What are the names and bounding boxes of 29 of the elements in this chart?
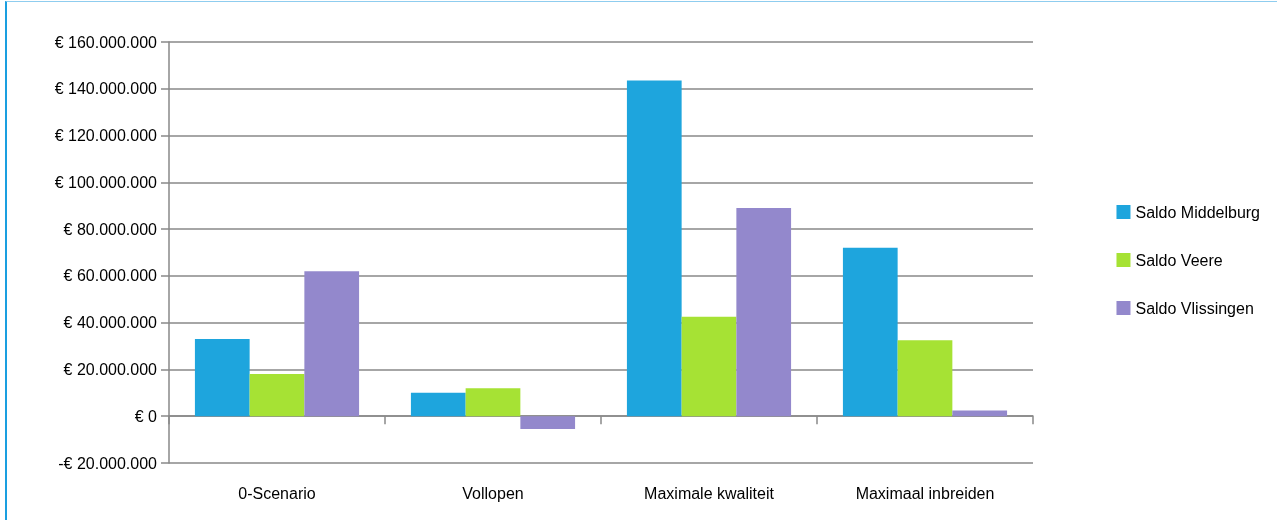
- bar: [897, 340, 953, 417]
- x-tick-label: Maximaal inbreiden: [855, 484, 995, 502]
- y-tick-label: € 0: [134, 407, 158, 425]
- y-tick-label: € 140.000.000: [54, 80, 158, 98]
- legend-label: Saldo Vlissingen: [1135, 299, 1254, 317]
- bar: [626, 80, 682, 417]
- legend-label: Saldo Veere: [1135, 251, 1223, 269]
- y-tick-label: € 80.000.000: [63, 220, 158, 238]
- bar: [465, 388, 521, 417]
- y-tick-label: € 160.000.000: [54, 33, 158, 51]
- y-tick-label: € 60.000.000: [63, 267, 158, 285]
- y-tick-label: € 20.000.000: [63, 360, 158, 378]
- y-tick-label: € 120.000.000: [54, 127, 158, 145]
- y-tick-label: € 100.000.000: [54, 173, 158, 191]
- bar: [842, 247, 898, 417]
- bar: [194, 339, 250, 417]
- bar: [736, 208, 792, 417]
- bar: [249, 374, 305, 417]
- bar: [410, 392, 466, 417]
- x-tick-label: Vollopen: [462, 484, 524, 502]
- bar: [681, 316, 737, 417]
- x-tick-label: Maximale kwaliteit: [644, 484, 775, 502]
- bar: [952, 410, 1008, 417]
- x-tick-label: 0-Scenario: [238, 484, 316, 502]
- y-tick-label: -€ 20.000.000: [58, 454, 158, 472]
- bar: [304, 271, 360, 417]
- y-tick-label: € 40.000.000: [63, 314, 158, 332]
- bar: [520, 416, 576, 430]
- legend-label: Saldo Middelburg: [1135, 203, 1261, 221]
